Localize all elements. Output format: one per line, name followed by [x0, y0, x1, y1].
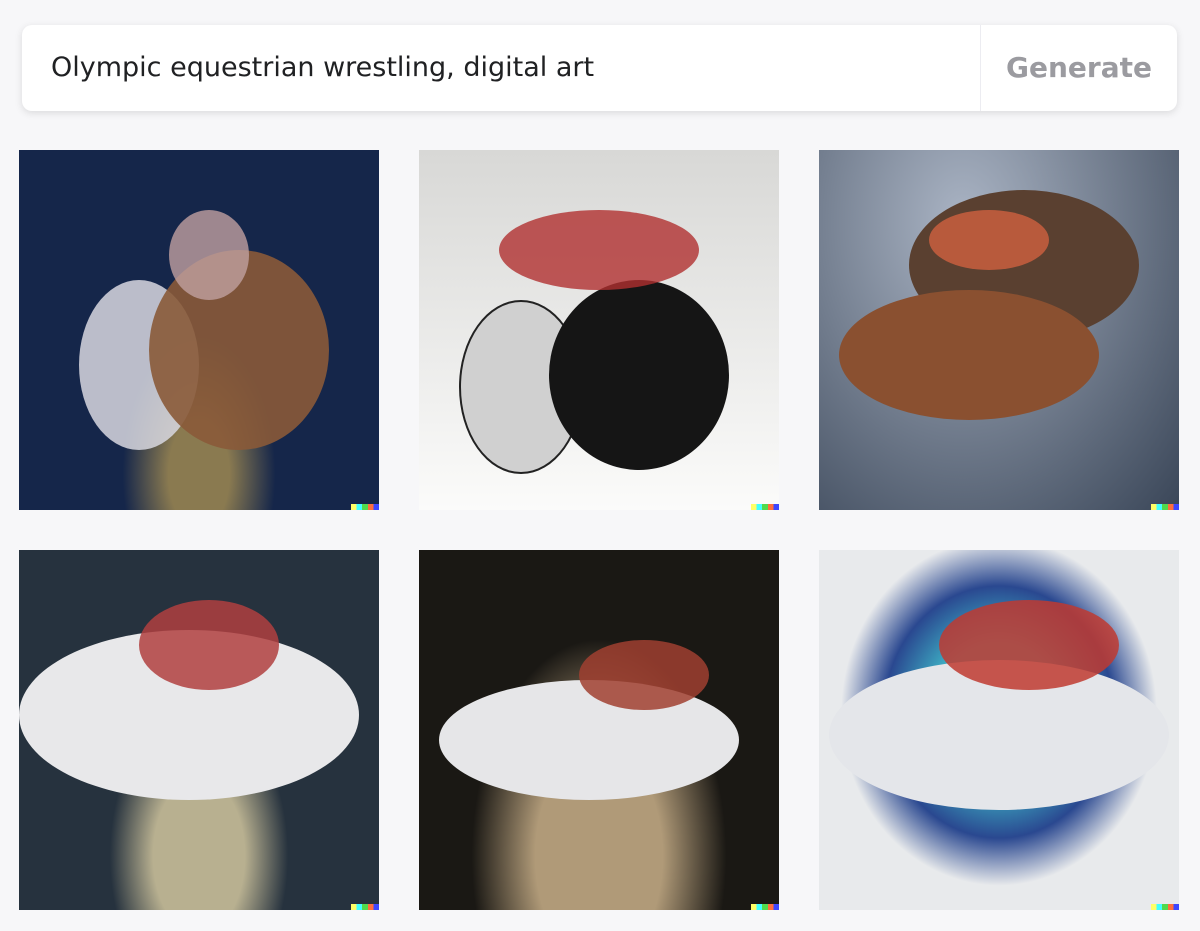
divider	[980, 25, 981, 111]
signature	[351, 904, 379, 910]
signature	[1151, 504, 1179, 510]
image-3[interactable]	[819, 150, 1179, 510]
prompt-bar: Olympic equestrian wrestling, digital ar…	[22, 25, 1177, 111]
signature	[1151, 904, 1179, 910]
signature	[351, 504, 379, 510]
image-6[interactable]	[819, 550, 1179, 910]
signature	[751, 504, 779, 510]
image-5[interactable]	[419, 550, 779, 910]
generate-button[interactable]: Generate	[1006, 51, 1152, 84]
signature	[751, 904, 779, 910]
image-4[interactable]	[19, 550, 379, 910]
image-1[interactable]	[19, 150, 379, 510]
prompt-input[interactable]: Olympic equestrian wrestling, digital ar…	[51, 52, 595, 83]
image-2[interactable]	[419, 150, 779, 510]
